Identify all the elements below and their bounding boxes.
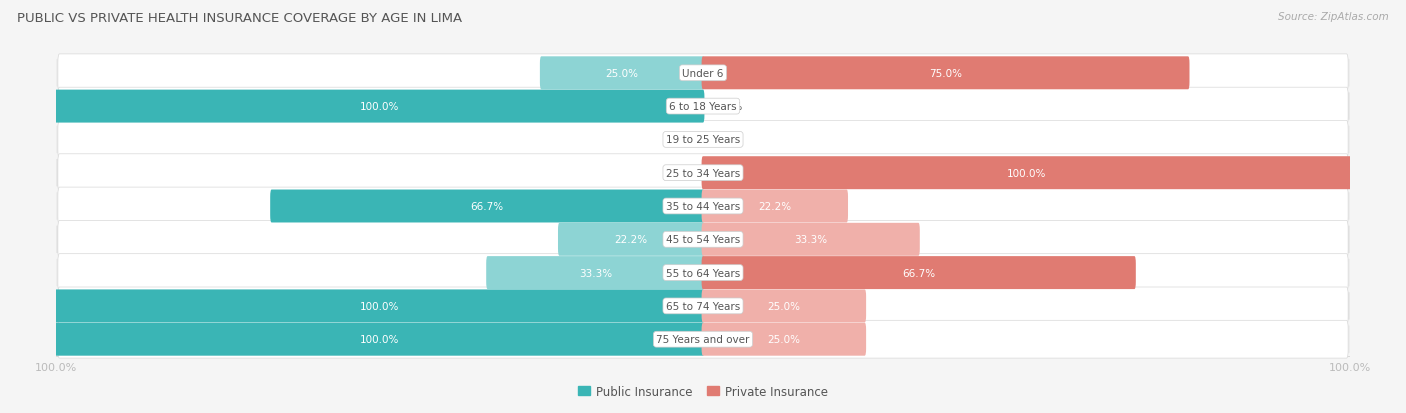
Text: 100.0%: 100.0% [360,335,399,344]
Text: 66.7%: 66.7% [471,202,503,211]
Text: PUBLIC VS PRIVATE HEALTH INSURANCE COVERAGE BY AGE IN LIMA: PUBLIC VS PRIVATE HEALTH INSURANCE COVER… [17,12,463,25]
Text: 25 to 34 Years: 25 to 34 Years [666,168,740,178]
FancyBboxPatch shape [56,259,1350,287]
Text: 25.0%: 25.0% [768,335,800,344]
Text: 75 Years and over: 75 Years and over [657,335,749,344]
FancyBboxPatch shape [58,320,1348,358]
FancyBboxPatch shape [58,287,1348,325]
Text: 100.0%: 100.0% [360,301,399,311]
FancyBboxPatch shape [270,190,704,223]
FancyBboxPatch shape [540,57,704,90]
Text: 25.0%: 25.0% [606,69,638,78]
Text: 0.0%: 0.0% [716,102,742,112]
FancyBboxPatch shape [56,126,1350,154]
FancyBboxPatch shape [702,57,1189,90]
Text: 25.0%: 25.0% [768,301,800,311]
Text: 35 to 44 Years: 35 to 44 Years [666,202,740,211]
FancyBboxPatch shape [56,326,1350,353]
Text: 66.7%: 66.7% [903,268,935,278]
FancyBboxPatch shape [558,223,704,256]
FancyBboxPatch shape [702,190,848,223]
FancyBboxPatch shape [56,60,1350,87]
FancyBboxPatch shape [55,90,704,123]
FancyBboxPatch shape [55,290,704,323]
Text: Under 6: Under 6 [682,69,724,78]
FancyBboxPatch shape [702,290,866,323]
FancyBboxPatch shape [55,323,704,356]
FancyBboxPatch shape [702,256,1136,290]
FancyBboxPatch shape [58,254,1348,292]
FancyBboxPatch shape [56,193,1350,220]
Text: 19 to 25 Years: 19 to 25 Years [666,135,740,145]
FancyBboxPatch shape [56,292,1350,320]
Text: 65 to 74 Years: 65 to 74 Years [666,301,740,311]
Text: 100.0%: 100.0% [360,102,399,112]
Text: 0.0%: 0.0% [664,135,690,145]
FancyBboxPatch shape [56,160,1350,187]
Text: 45 to 54 Years: 45 to 54 Years [666,235,740,245]
FancyBboxPatch shape [58,154,1348,192]
Text: 33.3%: 33.3% [579,268,612,278]
Text: 6 to 18 Years: 6 to 18 Years [669,102,737,112]
Text: 0.0%: 0.0% [716,135,742,145]
Text: 75.0%: 75.0% [929,69,962,78]
FancyBboxPatch shape [58,88,1348,126]
Text: 55 to 64 Years: 55 to 64 Years [666,268,740,278]
Text: 33.3%: 33.3% [794,235,827,245]
Text: 100.0%: 100.0% [1007,168,1046,178]
FancyBboxPatch shape [56,226,1350,253]
Text: Source: ZipAtlas.com: Source: ZipAtlas.com [1278,12,1389,22]
FancyBboxPatch shape [56,93,1350,121]
FancyBboxPatch shape [702,223,920,256]
Text: 22.2%: 22.2% [614,235,648,245]
FancyBboxPatch shape [58,121,1348,159]
FancyBboxPatch shape [58,188,1348,225]
Legend: Public Insurance, Private Insurance: Public Insurance, Private Insurance [574,380,832,402]
FancyBboxPatch shape [486,256,704,290]
Text: 0.0%: 0.0% [664,168,690,178]
FancyBboxPatch shape [58,55,1348,93]
FancyBboxPatch shape [702,323,866,356]
FancyBboxPatch shape [58,221,1348,259]
FancyBboxPatch shape [702,157,1351,190]
Text: 22.2%: 22.2% [758,202,792,211]
